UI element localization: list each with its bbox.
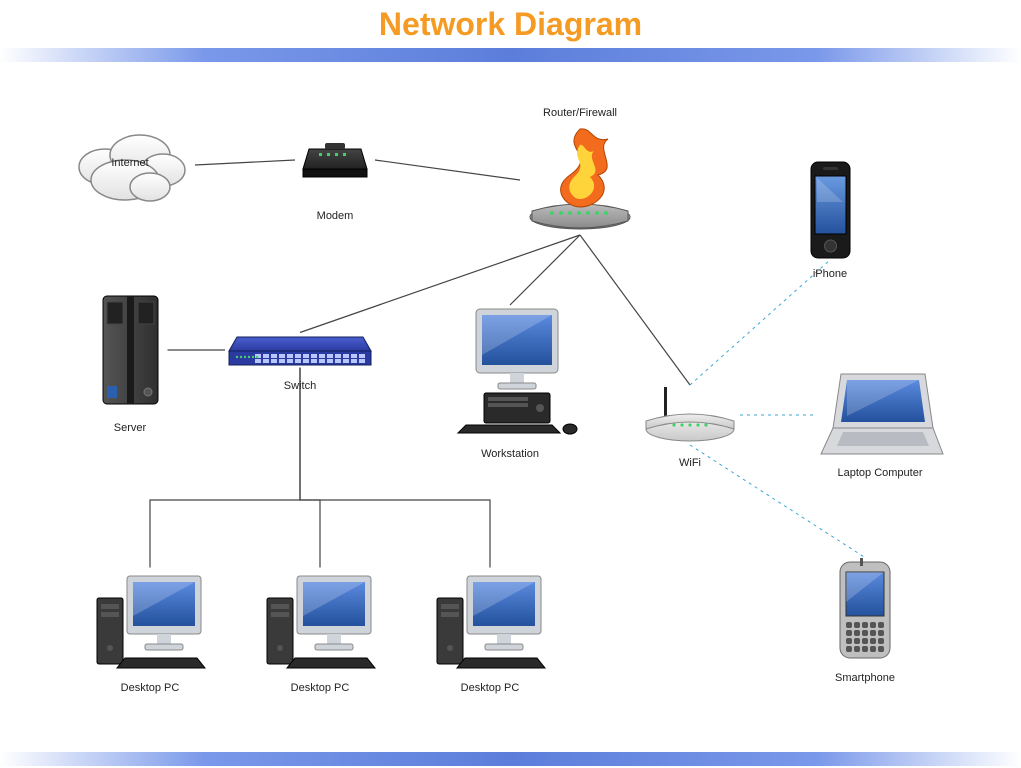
node-laptop: [815, 370, 945, 465]
edge: [195, 160, 295, 165]
node-iphone: [803, 160, 858, 265]
label-internet: Internet: [90, 157, 170, 169]
label-pc3: Desktop PC: [420, 682, 560, 694]
edge: [580, 235, 690, 385]
node-server: [93, 290, 168, 415]
desktop-icon: [433, 568, 548, 673]
diagram-canvas: Network Diagram Internet Modem Router/Fi…: [0, 0, 1021, 768]
desktop-icon: [263, 568, 378, 673]
label-server: Server: [60, 422, 200, 434]
edge: [375, 160, 520, 180]
iphone-icon: [803, 160, 858, 260]
node-workstation: [440, 305, 580, 440]
node-modem: [295, 135, 375, 190]
diagram-title: Network Diagram: [0, 6, 1021, 43]
switch-icon: [225, 333, 375, 368]
top-band: [0, 48, 1021, 62]
label-pc2: Desktop PC: [250, 682, 390, 694]
edge: [510, 235, 580, 305]
node-wifi: [640, 385, 740, 450]
label-workstation: Workstation: [440, 448, 580, 460]
desktop-icon: [93, 568, 208, 673]
label-switch: Switch: [230, 380, 370, 392]
label-firewall: Router/Firewall: [510, 107, 650, 119]
label-smartphone: Smartphone: [795, 672, 935, 684]
pda-icon: [830, 558, 900, 663]
label-iphone: iPhone: [760, 268, 900, 280]
node-pc3: [433, 568, 548, 678]
server-icon: [93, 290, 168, 410]
label-modem: Modem: [265, 210, 405, 222]
modem-icon: [295, 135, 375, 185]
firewall-icon: [520, 125, 640, 235]
bottom-band: [0, 752, 1021, 766]
label-pc1: Desktop PC: [80, 682, 220, 694]
node-switch: [225, 333, 375, 373]
node-firewall: [520, 125, 640, 240]
workstation-icon: [440, 305, 580, 435]
label-wifi: WiFi: [620, 457, 760, 469]
edge: [150, 368, 300, 568]
node-smartphone: [830, 558, 900, 668]
wifi-router-icon: [640, 385, 740, 445]
label-laptop: Laptop Computer: [810, 467, 950, 479]
laptop-icon: [815, 370, 945, 460]
edge: [300, 368, 320, 568]
node-pc2: [263, 568, 378, 678]
node-pc1: [93, 568, 208, 678]
